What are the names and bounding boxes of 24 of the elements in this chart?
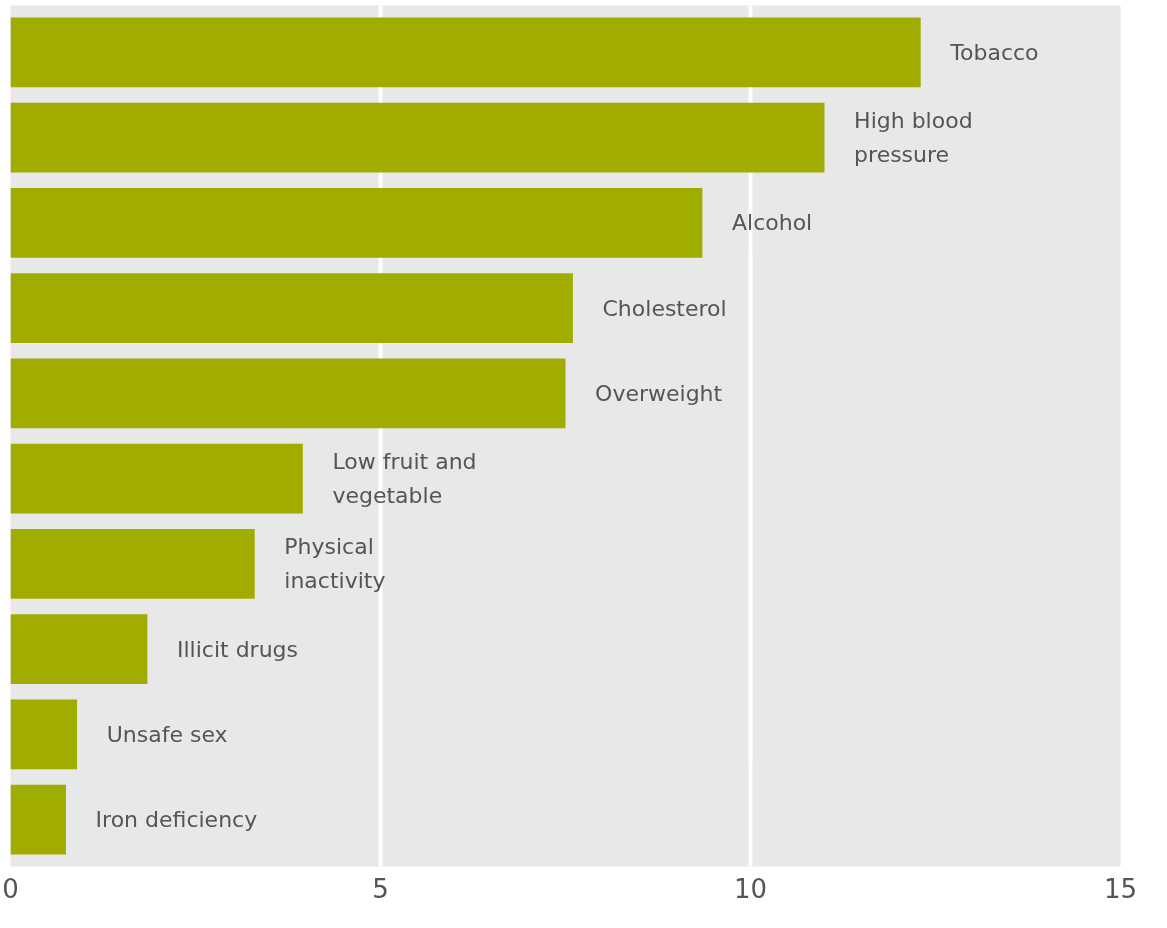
y-tick-label: High blood pressure	[854, 108, 973, 168]
bar	[10, 102, 825, 173]
x-tick-label: 15	[1103, 873, 1138, 904]
x-tick-label: 10	[733, 873, 768, 904]
bar	[10, 614, 148, 685]
y-tick-label: Overweight	[595, 380, 723, 406]
y-tick-label: Iron deficiency	[95, 807, 258, 833]
bar	[10, 17, 921, 88]
bar	[10, 699, 78, 770]
y-tick-label: Cholesterol	[602, 295, 727, 321]
bar	[10, 358, 566, 429]
bar	[10, 443, 303, 514]
x-tick-label: 0	[2, 873, 19, 904]
bar	[10, 273, 573, 344]
y-tick-label: Illicit drugs	[177, 636, 299, 662]
y-tick-label: Unsafe sex	[106, 721, 228, 747]
x-tick-label: 5	[372, 873, 389, 904]
y-tick-label: Physical inactivity	[284, 534, 386, 594]
y-tick-label: Tobacco	[949, 39, 1039, 65]
bar	[10, 187, 703, 258]
y-tick-label: Low fruit and vegetable	[332, 449, 477, 509]
bar	[10, 784, 66, 855]
bar	[10, 528, 255, 599]
y-tick-label: Alcohol	[732, 210, 813, 236]
